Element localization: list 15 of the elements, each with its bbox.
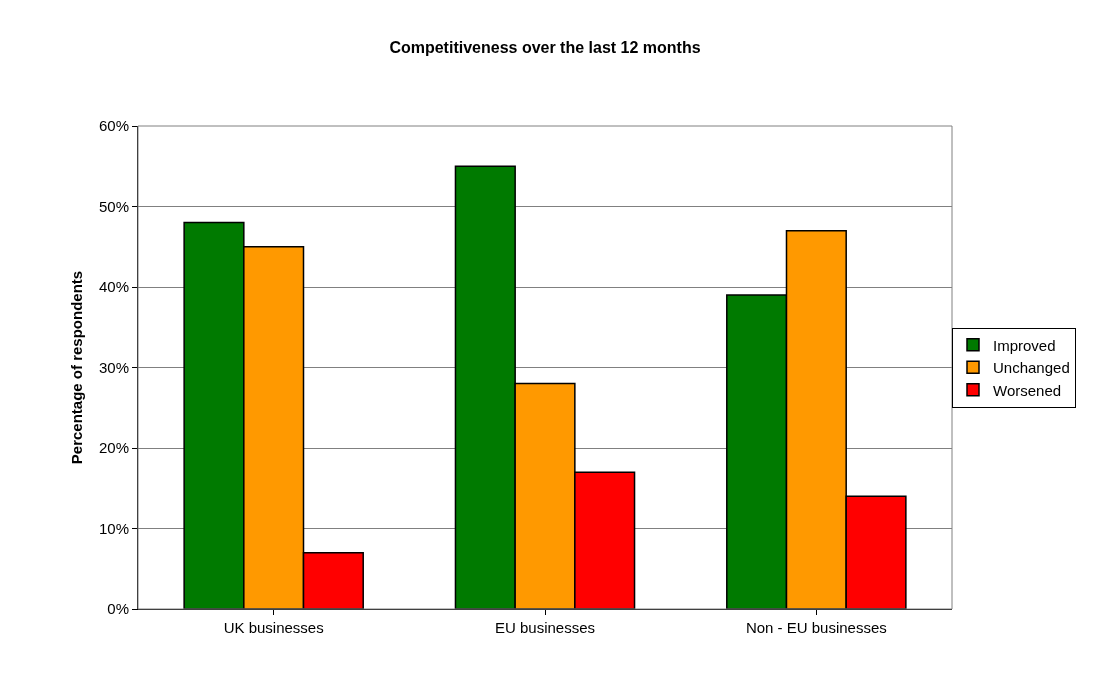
y-tick-label: 50% xyxy=(98,197,129,215)
legend-label: Unchanged xyxy=(993,359,1070,377)
y-tick-label: 0% xyxy=(107,600,129,618)
legend-label: Improved xyxy=(993,336,1056,354)
y-tick-label: 30% xyxy=(98,358,129,376)
chart-title: Competitiveness over the last 12 months xyxy=(389,39,701,57)
y-tick-label: 20% xyxy=(98,439,129,457)
legend-label: Worsened xyxy=(993,381,1062,399)
y-axis-title: Percentage of respondents xyxy=(68,270,86,465)
x-tick-label: EU businesses xyxy=(494,619,596,636)
y-tick-label: 10% xyxy=(98,519,129,537)
y-tick-label: 60% xyxy=(98,117,129,135)
x-tick-label: UK businesses xyxy=(223,619,324,636)
y-tick-label: 40% xyxy=(98,278,129,296)
x-tick-label: Non - EU businesses xyxy=(745,619,887,636)
